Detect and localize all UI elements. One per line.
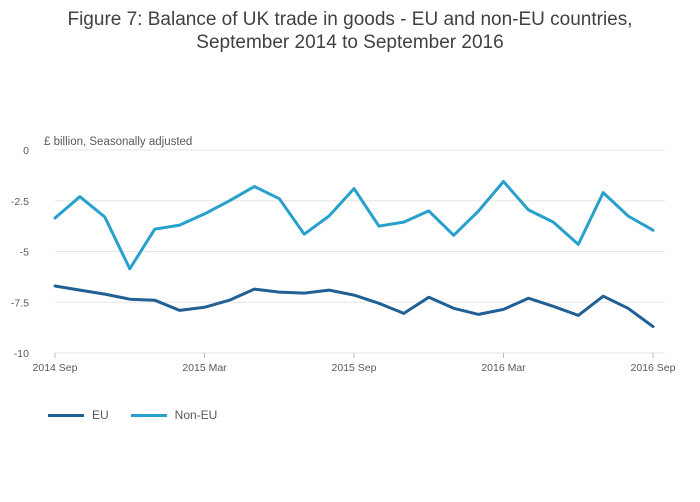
series-line-eu — [53, 284, 655, 329]
x-tick-label: 2015 Sep — [332, 362, 377, 374]
x-tick-label: 2016 Mar — [481, 362, 526, 374]
x-tick-label: 2014 Sep — [33, 362, 78, 374]
x-tick-label: 2016 Sep — [631, 362, 676, 374]
chart-title: Figure 7: Balance of UK trade in goods -… — [0, 8, 700, 54]
x-tick-label: 2015 Mar — [182, 362, 227, 374]
legend-label-non-eu: Non-EU — [174, 408, 218, 422]
series-line-non-eu — [53, 180, 655, 271]
legend: EU Non-EU — [48, 408, 239, 422]
legend-item-eu[interactable]: EU — [48, 408, 109, 422]
chart-title-line-1: Figure 7: Balance of UK trade in goods -… — [67, 9, 633, 30]
y-unit-note: £ billion, Seasonally adjusted — [44, 136, 193, 148]
y-tick-label: -7.5 — [11, 297, 29, 309]
legend-swatch-eu — [48, 413, 84, 417]
legend-swatch-non-eu — [130, 413, 167, 417]
y-tick-label: -10 — [14, 348, 29, 360]
legend-item-non-eu[interactable]: Non-EU — [130, 408, 218, 422]
legend-label-eu: EU — [92, 408, 109, 422]
y-tick-label: -5 — [20, 247, 29, 259]
y-tick-label: 0 — [23, 145, 29, 157]
chart-title-line-2: September 2014 to September 2016 — [196, 32, 504, 53]
y-tick-label: -2.5 — [11, 196, 29, 208]
